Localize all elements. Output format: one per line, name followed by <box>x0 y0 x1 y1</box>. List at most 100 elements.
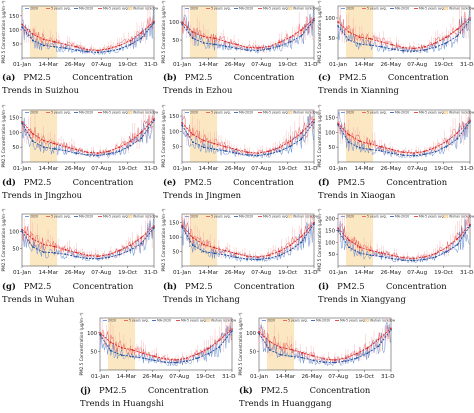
data-point-2020 <box>347 39 350 41</box>
data-point-2020 <box>21 122 23 125</box>
data-point-5yr <box>313 17 315 20</box>
caption-city: Trends in Ezhou <box>163 84 233 95</box>
x-tick-label: 01-Jan <box>250 374 269 380</box>
data-point-5yr <box>413 47 415 50</box>
x-tick-label: 31-Dec <box>304 62 318 68</box>
data-point-2020 <box>140 37 143 40</box>
data-point-2020 <box>289 249 292 252</box>
y-axis-label: PM2.5 Concentration (μg/m⁻³) <box>238 312 243 375</box>
data-point-2020 <box>202 146 205 149</box>
data-point-5yr <box>207 347 210 350</box>
data-point-5yr <box>456 28 459 31</box>
data-point-5yr <box>380 145 383 148</box>
data-point-5yr <box>300 235 303 238</box>
data-point-5yr <box>213 37 216 40</box>
data-point-5yr <box>413 152 415 154</box>
data-point-2020 <box>469 19 471 21</box>
x-tick-label: 07-Aug <box>251 270 271 276</box>
x-tick-label: 07-Aug <box>251 166 271 172</box>
data-point-5yr <box>31 132 34 135</box>
data-point-5yr <box>140 236 143 239</box>
x-tick-label: 07-Aug <box>407 270 427 276</box>
data-point-2020 <box>64 47 67 50</box>
data-point-2020 <box>300 138 303 140</box>
x-tick-label: 19-Oct <box>434 166 454 172</box>
caption-title: PM2.5 Concentration <box>337 177 448 187</box>
data-point-5yr <box>278 146 281 149</box>
data-point-2020 <box>434 150 437 153</box>
data-point-2020 <box>42 251 45 254</box>
y-tick-label: 150 <box>169 221 179 227</box>
caption-c: (c) PM2.5 Concentration Trends in Xianni… <box>318 71 449 96</box>
data-point-2020 <box>31 140 34 143</box>
data-point-2020 <box>202 42 205 44</box>
x-tick-label: 19-Oct <box>434 270 454 276</box>
legend-entry: MA-5 years avg. <box>419 215 445 219</box>
data-point-2020 <box>107 256 110 259</box>
legend-swatch <box>127 111 133 114</box>
y-tick-label: 100 <box>325 130 335 136</box>
data-point-2020 <box>279 353 282 356</box>
data-point-2020 <box>53 251 56 254</box>
data-point-2020 <box>469 120 471 123</box>
data-point-2020 <box>129 144 132 147</box>
data-point-5yr <box>175 359 177 361</box>
legend-entry: MA-2020 <box>316 319 330 323</box>
data-point-2020 <box>224 45 227 48</box>
data-point-2020 <box>313 121 315 124</box>
x-tick-label: 14-Mar <box>199 62 219 68</box>
y-axis-label: PM2.5 Concentration (μg/m⁻³) <box>317 0 322 63</box>
legend-entry: MA-5 years avg. <box>419 7 445 11</box>
caption-label: (k) <box>239 385 253 395</box>
y-tick-label: 50 <box>172 38 179 44</box>
x-tick-label: 19-Oct <box>118 62 138 68</box>
x-tick-label: 26-May <box>224 270 245 276</box>
y-tick-label: 50 <box>90 349 97 355</box>
caption-e: (e) PM2.5 Concentration Trends in Jingme… <box>163 176 294 201</box>
data-point-2020 <box>31 39 34 42</box>
data-point-2020 <box>456 243 459 246</box>
lockdown-band <box>345 214 374 266</box>
data-point-5yr <box>64 145 67 148</box>
x-tick-label: 07-Aug <box>328 374 348 380</box>
data-point-2020 <box>202 250 205 253</box>
caption-title: PM2.5 Concentration <box>23 281 134 291</box>
data-point-2020 <box>185 360 188 362</box>
data-point-5yr <box>301 352 304 354</box>
data-point-5yr <box>131 349 134 351</box>
x-tick-label: 14-Mar <box>355 62 375 68</box>
x-tick-label: 14-Mar <box>39 62 59 68</box>
data-point-5yr <box>181 121 183 124</box>
legend-entry: MA-2020 <box>395 215 409 219</box>
data-point-5yr <box>246 46 248 49</box>
data-point-5yr <box>21 23 23 26</box>
data-point-5yr <box>31 33 34 36</box>
data-point-2020 <box>42 146 45 149</box>
data-point-5yr <box>129 244 132 247</box>
data-point-5yr <box>366 347 369 349</box>
legend-swatch <box>205 319 211 322</box>
data-point-2020 <box>129 249 132 251</box>
data-point-2020 <box>97 257 99 260</box>
data-point-5yr <box>258 330 260 333</box>
data-point-5yr <box>423 256 426 258</box>
data-point-5yr <box>358 36 361 39</box>
caption-title: PM2.5 Concentration <box>185 281 295 291</box>
data-point-5yr <box>355 352 358 355</box>
caption-label: (e) <box>163 177 177 187</box>
data-point-2020 <box>21 26 23 28</box>
caption-title: PM2.5 Concentration <box>23 177 134 187</box>
data-point-2020 <box>391 257 394 260</box>
data-point-5yr <box>246 151 248 154</box>
data-point-2020 <box>109 349 112 352</box>
data-point-2020 <box>268 349 271 351</box>
legend-entry: 2020 <box>30 7 38 11</box>
data-point-2020 <box>369 254 372 257</box>
data-point-2020 <box>191 141 194 144</box>
data-point-5yr <box>423 45 426 48</box>
data-point-5yr <box>185 357 188 360</box>
y-axis-label: PM2.5 Concentration (μg/m⁻³) <box>161 0 166 63</box>
legend-swatch <box>127 215 133 218</box>
